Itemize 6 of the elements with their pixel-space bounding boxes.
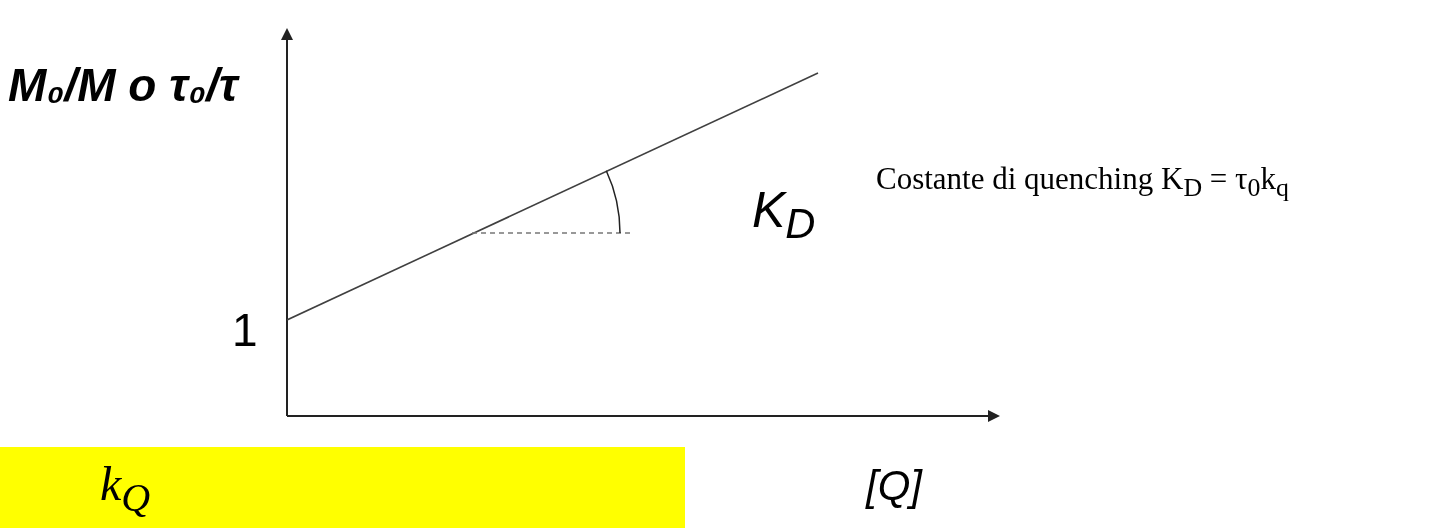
- text: k$_{Q}$: [100, 456, 151, 522]
- y-axis-title: M₀/M o τ₀/τ: [8, 58, 241, 112]
- annotation: K$_{D}$: [752, 181, 816, 249]
- text: 1: [232, 303, 258, 358]
- annotation: Costante di quenching K$_{D}$ = τ$_{0}$k$_{q}$: [876, 160, 1289, 205]
- x-axis-title: [Q]: [866, 462, 923, 510]
